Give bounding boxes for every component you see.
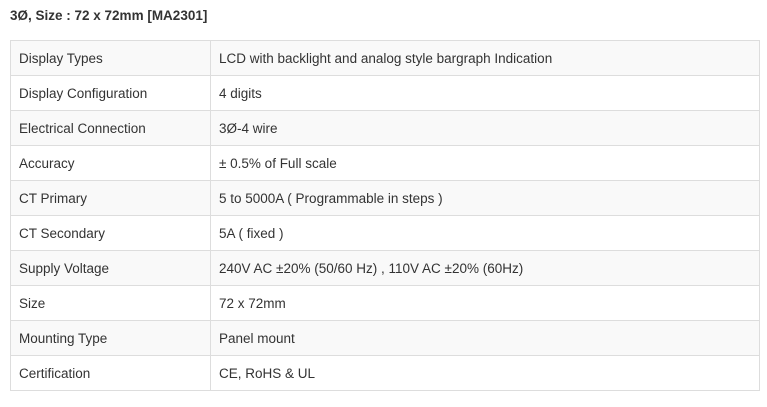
spec-label: Size (10, 285, 211, 321)
spec-label: Electrical Connection (10, 110, 211, 146)
spec-value: 72 x 72mm (210, 285, 760, 321)
spec-value: 5 to 5000A ( Programmable in steps ) (210, 180, 760, 216)
heading: 3Ø, Size : 72 x 72mm [MA2301] (10, 8, 208, 23)
table-row: Accuracy ± 0.5% of Full scale (10, 145, 760, 181)
spec-label: Display Types (10, 40, 211, 76)
table-row: Display Configuration 4 digits (10, 75, 760, 111)
spec-value: Panel mount (210, 320, 760, 356)
table-row: Mounting Type Panel mount (10, 320, 760, 356)
spec-label: CT Primary (10, 180, 211, 216)
spec-value: LCD with backlight and analog style barg… (210, 40, 760, 76)
table-body: Display Types LCD with backlight and anal… (10, 40, 760, 391)
spec-value: 240V AC ±20% (50/60 Hz) , 110V AC ±20% (… (210, 250, 760, 286)
table-row: CT Secondary 5A ( fixed ) (10, 215, 760, 251)
spec-label: CT Secondary (10, 215, 211, 251)
spec-label: Mounting Type (10, 320, 211, 356)
spec-label: Accuracy (10, 145, 211, 181)
table-row: Size 72 x 72mm (10, 285, 760, 321)
spec-value: CE, RoHS & UL (210, 355, 760, 391)
table-row: Supply Voltage 240V AC ±20% (50/60 Hz) , … (10, 250, 760, 286)
spec-value: 3Ø-4 wire (210, 110, 760, 146)
spec-label: Display Configuration (10, 75, 211, 111)
spec-label: Supply Voltage (10, 250, 211, 286)
spec-table: Display Types LCD with backlight and anal… (10, 40, 760, 391)
table-row: Electrical Connection 3Ø-4 wire (10, 110, 760, 146)
table-row: CT Primary 5 to 5000A ( Programmable in s… (10, 180, 760, 216)
spec-label: Certification (10, 355, 211, 391)
spec-value: ± 0.5% of Full scale (210, 145, 760, 181)
spec-value: 5A ( fixed ) (210, 215, 760, 251)
table-row: Certification CE, RoHS & UL (10, 355, 760, 391)
table-row: Display Types LCD with backlight and anal… (10, 40, 760, 76)
spec-value: 4 digits (210, 75, 760, 111)
